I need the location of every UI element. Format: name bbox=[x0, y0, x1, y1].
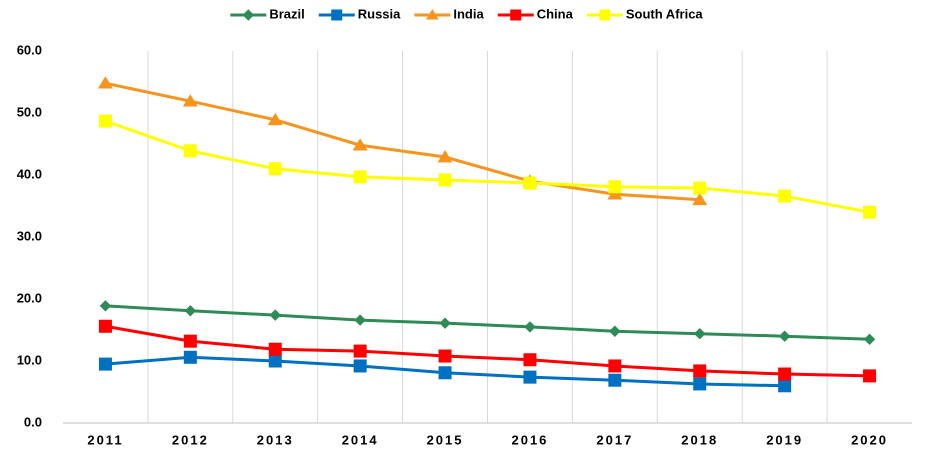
series-line bbox=[104, 119, 870, 214]
x-tick-label: 2018 bbox=[681, 432, 718, 447]
y-tick-label: 30.0 bbox=[17, 228, 42, 243]
marker bbox=[778, 189, 792, 203]
marker bbox=[524, 321, 536, 333]
marker bbox=[778, 379, 792, 393]
marker bbox=[693, 364, 707, 378]
legend-label: China bbox=[537, 6, 574, 21]
marker bbox=[97, 76, 113, 89]
x-tick-label: 2020 bbox=[851, 432, 888, 447]
marker bbox=[608, 180, 622, 194]
marker bbox=[438, 349, 452, 363]
legend-label: South Africa bbox=[626, 6, 704, 21]
marker bbox=[354, 314, 366, 326]
x-tick-label: 2015 bbox=[427, 432, 464, 447]
series-line bbox=[105, 324, 870, 378]
marker bbox=[778, 330, 791, 342]
marker bbox=[609, 325, 621, 337]
marker bbox=[438, 173, 452, 187]
x-tick-label: 2019 bbox=[766, 432, 803, 447]
marker bbox=[268, 354, 282, 368]
marker bbox=[353, 359, 367, 373]
legend-label: Brazil bbox=[269, 6, 304, 21]
marker bbox=[353, 344, 367, 358]
marker bbox=[182, 94, 198, 107]
legend: Brazil Russia India China South Africa bbox=[230, 6, 703, 21]
y-tick-label: 50.0 bbox=[17, 104, 42, 119]
marker bbox=[608, 359, 622, 373]
marker bbox=[692, 192, 708, 206]
marker bbox=[693, 377, 707, 391]
marker bbox=[183, 350, 197, 364]
marker bbox=[863, 369, 877, 383]
legend-label: India bbox=[453, 6, 484, 21]
marker bbox=[183, 334, 197, 348]
legend-label: Russia bbox=[358, 6, 401, 21]
marker bbox=[268, 342, 282, 356]
marker bbox=[693, 181, 707, 195]
marker bbox=[694, 328, 706, 340]
x-tick-label: 2016 bbox=[511, 432, 548, 447]
marker bbox=[352, 138, 368, 151]
x-tick-label: 2013 bbox=[257, 432, 294, 447]
marker bbox=[437, 150, 453, 163]
marker bbox=[863, 333, 876, 346]
marker bbox=[523, 370, 537, 384]
x-tick-label: 2014 bbox=[342, 432, 379, 447]
marker bbox=[353, 170, 367, 184]
x-tick-label: 2011 bbox=[87, 432, 123, 447]
marker bbox=[439, 317, 451, 329]
marker bbox=[98, 319, 112, 333]
y-tick-label: 10.0 bbox=[17, 352, 42, 367]
marker bbox=[99, 300, 112, 312]
marker bbox=[510, 9, 522, 21]
marker bbox=[599, 9, 611, 21]
marker bbox=[331, 9, 343, 21]
marker bbox=[268, 162, 282, 176]
y-tick-label: 0.0 bbox=[24, 414, 42, 429]
series-line bbox=[105, 81, 700, 202]
marker bbox=[438, 366, 452, 380]
marker bbox=[184, 305, 197, 317]
y-tick-label: 40.0 bbox=[17, 166, 42, 181]
marker bbox=[425, 9, 439, 20]
marker bbox=[863, 205, 877, 219]
marker bbox=[267, 112, 283, 126]
marker bbox=[608, 373, 622, 387]
marker bbox=[269, 309, 281, 321]
marker bbox=[183, 144, 197, 158]
x-tick-label: 2017 bbox=[596, 432, 633, 447]
marker bbox=[98, 114, 112, 128]
marker bbox=[778, 367, 792, 381]
x-tick-label: 2012 bbox=[172, 432, 209, 447]
marker bbox=[607, 187, 623, 200]
marker bbox=[242, 9, 255, 21]
y-tick-label: 20.0 bbox=[17, 290, 42, 305]
marker bbox=[523, 353, 537, 367]
series-line bbox=[105, 304, 870, 341]
marker bbox=[523, 176, 537, 190]
marker bbox=[98, 357, 112, 371]
y-tick-label: 60.0 bbox=[17, 42, 42, 57]
